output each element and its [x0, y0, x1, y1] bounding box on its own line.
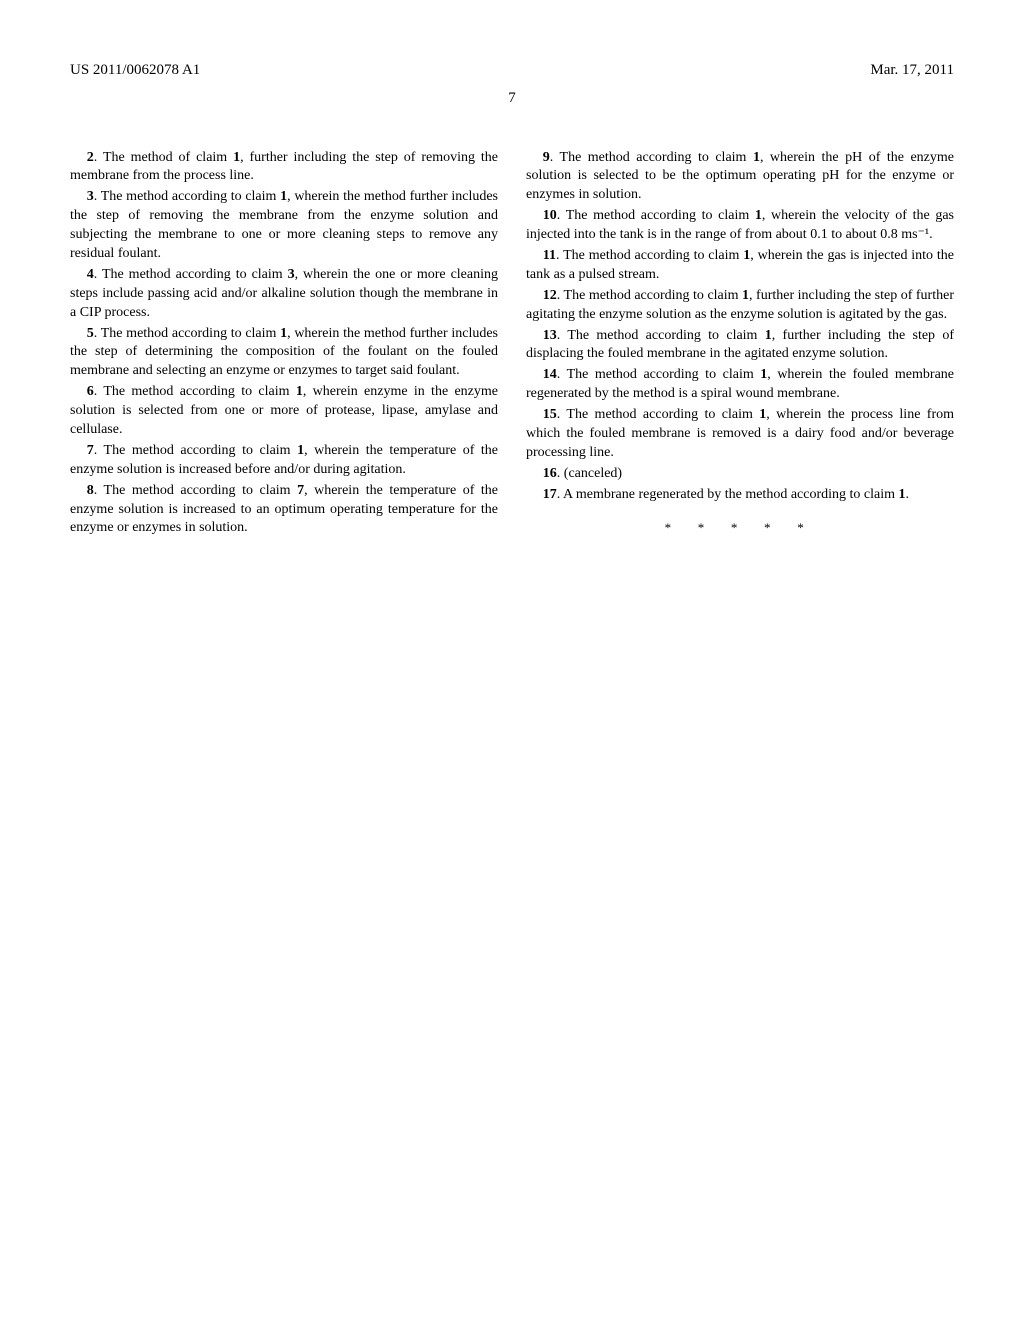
left-column: 2. The method of claim 1, further includ… — [70, 149, 498, 541]
end-marks: * * * * * — [526, 519, 954, 537]
claim-13: 13. The method according to claim 1, fur… — [526, 327, 954, 365]
claim-7: 7. The method according to claim 1, wher… — [70, 442, 498, 480]
publication-date: Mar. 17, 2011 — [870, 60, 954, 80]
page-number: 7 — [70, 88, 954, 108]
claim-10: 10. The method according to claim 1, whe… — [526, 207, 954, 245]
right-column: 9. The method according to claim 1, wher… — [526, 149, 954, 541]
claim-8: 8. The method according to claim 7, wher… — [70, 482, 498, 539]
claim-2: 2. The method of claim 1, further includ… — [70, 149, 498, 187]
claim-9: 9. The method according to claim 1, wher… — [526, 149, 954, 206]
claim-4: 4. The method according to claim 3, wher… — [70, 266, 498, 323]
claim-6: 6. The method according to claim 1, wher… — [70, 383, 498, 440]
claim-15: 15. The method according to claim 1, whe… — [526, 406, 954, 463]
claim-14: 14. The method according to claim 1, whe… — [526, 366, 954, 404]
claim-3: 3. The method according to claim 1, wher… — [70, 188, 498, 264]
publication-number: US 2011/0062078 A1 — [70, 60, 200, 80]
claim-17: 17. A membrane regenerated by the method… — [526, 486, 954, 505]
page-header: US 2011/0062078 A1 Mar. 17, 2011 — [70, 60, 954, 80]
claim-11: 11. The method according to claim 1, whe… — [526, 247, 954, 285]
claim-16: 16. (canceled) — [526, 465, 954, 484]
claim-5: 5. The method according to claim 1, wher… — [70, 325, 498, 382]
claim-12: 12. The method according to claim 1, fur… — [526, 287, 954, 325]
claims-columns: 2. The method of claim 1, further includ… — [70, 149, 954, 541]
